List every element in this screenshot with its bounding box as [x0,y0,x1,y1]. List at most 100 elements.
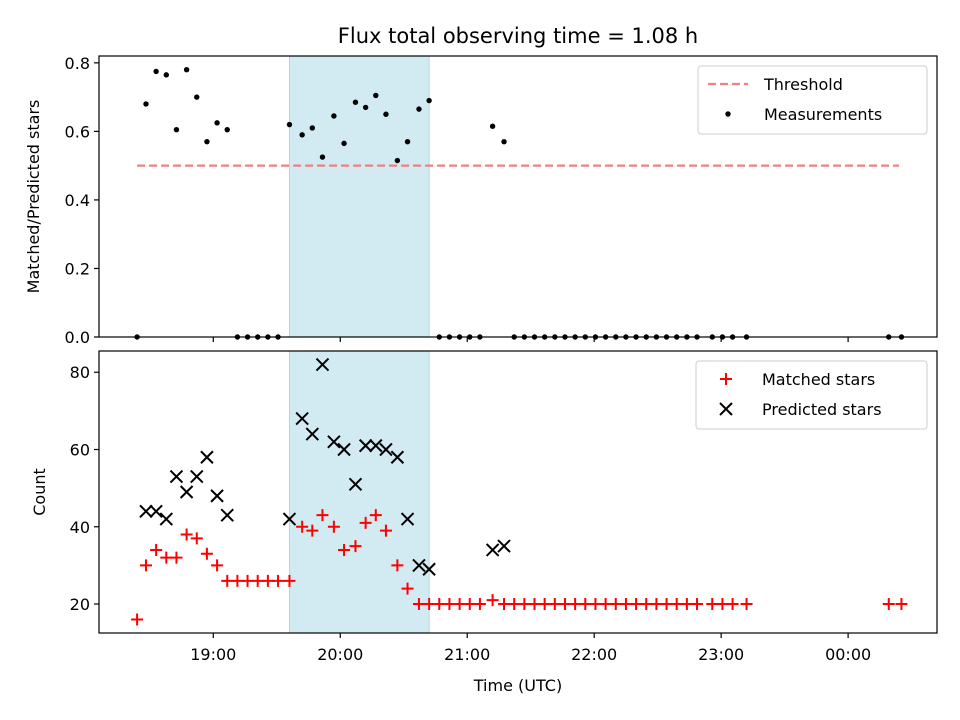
matched-point [283,574,296,587]
measurement-point [183,67,190,73]
matched-point [316,509,329,522]
matched-point [180,528,193,541]
x-tick-label: 20:00 [317,645,363,664]
predicted-point [497,539,511,553]
chart-title: Flux total observing time = 1.08 h [338,24,698,48]
y-tick-label: 0.8 [65,54,90,73]
measurement-point [224,126,230,133]
predicted-point [358,438,373,453]
legend-predicted-swatch [719,402,733,416]
predicted-point [139,504,153,519]
matched-point [619,598,632,611]
predicted-point [390,450,405,464]
y-tick-label: 20 [70,595,90,614]
measurement-point [204,138,210,145]
x-tick-label: 19:00 [190,645,236,664]
predicted-point [149,504,163,519]
matched-point [609,598,622,611]
y-axis-label: Count [30,468,49,516]
legend-label: Matched stars [762,370,875,389]
matched-point [589,598,602,611]
legend-box [695,360,928,430]
measurement-point [426,97,432,104]
matched-point [538,598,551,611]
legend: Threshold Measurements [697,65,928,135]
predicted-point [327,435,341,449]
matched-point [412,598,425,611]
matched-point [359,516,372,529]
measurement-point [153,68,159,75]
matched-point [160,551,173,564]
matched-point [401,582,414,595]
matched-point [443,598,456,611]
matched-point [150,543,163,556]
measurement-point [319,154,326,160]
matched-point [369,509,382,522]
matched-point [433,598,446,611]
measurement-point [286,121,293,128]
matched-point [139,559,152,572]
predicted-point [200,450,214,464]
matched-point [670,598,683,611]
matched-point [453,598,466,611]
y-tick-label: 0.4 [65,191,90,210]
matched-point [221,574,234,587]
measurement-point [501,138,507,145]
matched-point [231,574,244,587]
y-tick-label: 0.2 [65,259,90,278]
matched-point [251,574,264,587]
matched-point [558,598,571,611]
matched-point [882,598,895,611]
y-tick-label: 80 [70,363,90,382]
predicted-point [337,442,351,457]
predicted-point [305,427,320,441]
matched-point [630,598,643,611]
matched-point [327,520,340,533]
matched-point [338,543,351,556]
predicted-point [159,512,174,526]
matched-point [131,613,144,626]
matched-point [640,598,653,611]
predicted-point [412,558,426,573]
matched-point [716,598,729,611]
matched-point [473,598,486,611]
highlight-span [288,350,430,634]
matched-point [200,547,213,560]
matched-point [650,598,663,611]
matched-point [391,559,404,572]
x-tick-label: 00:00 [825,645,871,664]
measurement-point [383,111,389,117]
matched-point [306,524,319,537]
matched-point [740,598,753,611]
matched-point [190,532,203,545]
matched-point [272,574,285,587]
x-tick-label: 23:00 [698,645,744,664]
legend-label: Predicted stars [762,400,882,419]
matched-point [599,598,612,611]
predicted-point [220,508,234,522]
predicted-point [348,477,363,491]
panel-ratio: 0.0 0.2 0.4 0.6 0.8 Matched/Predicted stars Th… [24,54,938,347]
matched-point [170,551,183,564]
predicted-point [190,469,204,484]
predicted-point [282,512,297,526]
matched-point [498,598,511,611]
predicted-point [400,512,415,526]
matched-point [518,598,531,611]
matched-point [379,524,392,537]
y-tick-label: 40 [70,518,90,537]
axes-frame [98,350,938,634]
matched-point [423,598,436,611]
predicted-point [295,411,309,426]
legend-label: Measurements [764,105,882,124]
matched-point [726,598,739,611]
measurement-point [214,120,220,126]
series-predicted-stars [139,357,511,576]
legend-box [697,65,928,135]
panel-counts: 20 40 60 80 19:00 20:00 21:00 22:00 23:00 00:00 Co… [30,350,938,695]
matched-point [296,520,309,533]
measurement-point [404,138,411,145]
y-tick-label: 0.6 [65,122,90,141]
measurement-point [362,104,369,111]
